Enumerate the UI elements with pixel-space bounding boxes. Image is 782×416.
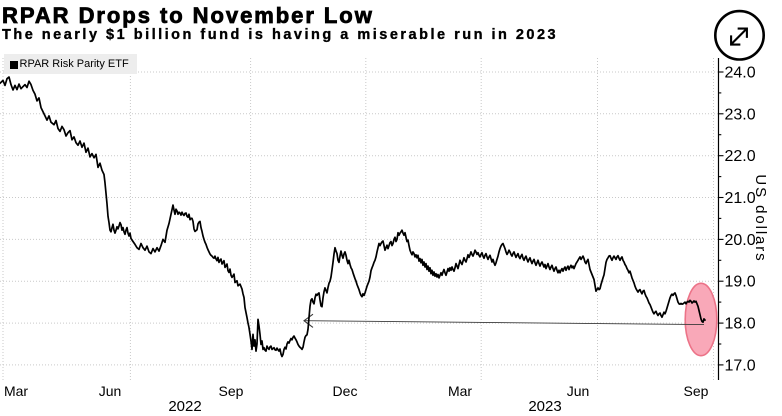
svg-text:22.0: 22.0 bbox=[725, 148, 756, 165]
svg-text:Jun: Jun bbox=[567, 383, 590, 399]
svg-text:2023: 2023 bbox=[528, 398, 561, 415]
svg-text:21.0: 21.0 bbox=[725, 190, 756, 207]
svg-text:Mar: Mar bbox=[448, 383, 472, 399]
svg-text:20.0: 20.0 bbox=[725, 232, 756, 249]
svg-text:17.0: 17.0 bbox=[725, 357, 756, 374]
svg-text:Dec: Dec bbox=[333, 383, 358, 399]
svg-text:Sep: Sep bbox=[684, 383, 709, 399]
svg-text:19.0: 19.0 bbox=[725, 274, 756, 291]
svg-text:US dollars: US dollars bbox=[752, 174, 769, 262]
svg-text:18.0: 18.0 bbox=[725, 316, 756, 333]
svg-text:Sep: Sep bbox=[219, 383, 244, 399]
svg-text:2022: 2022 bbox=[168, 398, 201, 415]
svg-text:Jun: Jun bbox=[99, 383, 122, 399]
svg-text:23.0: 23.0 bbox=[725, 106, 756, 123]
svg-text:Mar: Mar bbox=[4, 383, 28, 399]
svg-text:24.0: 24.0 bbox=[725, 65, 756, 82]
